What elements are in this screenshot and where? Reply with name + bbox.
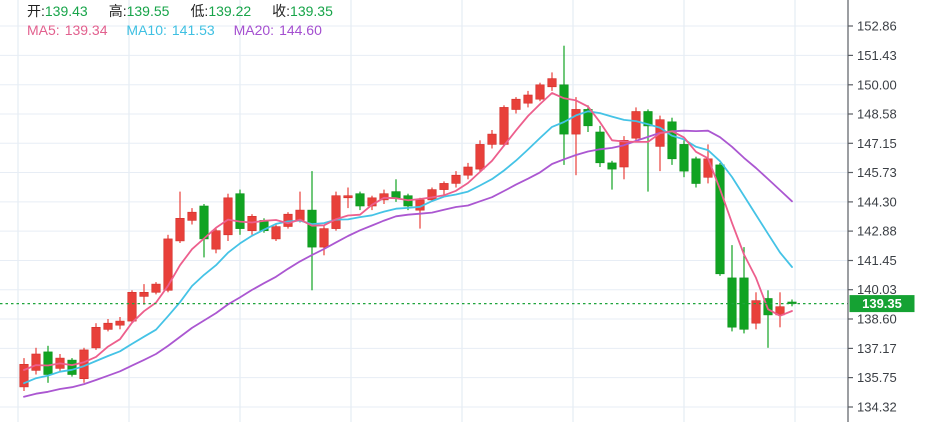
axis-label: 137.17 — [857, 341, 897, 356]
axis-label: 140.03 — [857, 282, 897, 297]
candle-body — [679, 144, 689, 172]
candle-body — [379, 193, 389, 201]
chart-legend: 开:139.43 高:139.55 低:139.22 收:139.35 MA5: 139… — [27, 2, 354, 40]
candle-body — [631, 111, 641, 139]
candle-body — [115, 320, 125, 326]
candle-body — [151, 283, 161, 293]
high-group: 高:139.55 — [109, 3, 170, 19]
candle-body — [247, 216, 257, 232]
ma20-value: 144.60 — [279, 22, 322, 38]
candle-body — [43, 351, 53, 375]
axis-label: 145.73 — [857, 165, 897, 180]
low-group: 低:139.22 — [190, 3, 251, 19]
candle-body — [91, 326, 101, 349]
candle-body — [31, 353, 41, 371]
ohlc-legend-row: 开:139.43 高:139.55 低:139.22 收:139.35 — [27, 2, 354, 21]
candle-body — [535, 84, 545, 100]
ma10-value: 141.53 — [171, 22, 215, 38]
current-price-badge-text: 139.35 — [862, 296, 902, 311]
candle-body — [727, 277, 737, 328]
candle-body — [391, 191, 401, 199]
candle-body — [343, 195, 353, 199]
high-label: 高: — [108, 3, 127, 19]
candle-body — [187, 211, 197, 221]
candle-body — [463, 166, 473, 176]
ma5-legend: MA5: 139.34 — [27, 22, 108, 38]
candle-body — [487, 133, 497, 145]
candle-body — [271, 226, 281, 240]
ma10-line — [23, 110, 793, 385]
candle-body — [103, 322, 113, 330]
candle-body — [223, 197, 233, 236]
candle-body — [163, 238, 173, 291]
low-label: 低: — [190, 3, 209, 19]
ma-lines-layer — [23, 92, 793, 398]
close-label: 收: — [272, 3, 291, 19]
candle-body — [331, 195, 341, 229]
high-value: 139.55 — [126, 3, 170, 19]
candle-body — [211, 230, 221, 250]
candle-body — [751, 300, 761, 324]
candle-body — [67, 359, 77, 375]
candle-body — [715, 164, 725, 275]
candle-body — [175, 218, 185, 242]
candle-body — [595, 131, 605, 164]
ma20-line — [23, 129, 793, 398]
close-value: 139.35 — [290, 3, 333, 19]
candle-body — [511, 98, 521, 110]
axis-label: 151.43 — [857, 48, 897, 63]
axis-label: 135.75 — [857, 370, 897, 385]
candle-body — [127, 291, 137, 322]
close-group: 收:139.35 — [272, 3, 333, 19]
open-group: 开:139.43 — [27, 3, 88, 19]
current-price-badge: 139.35 — [849, 295, 915, 313]
candle-body — [559, 84, 569, 135]
ma5-line — [23, 92, 793, 371]
axis-label: 148.58 — [857, 107, 897, 122]
candle-body — [547, 78, 557, 88]
candle-body — [475, 144, 485, 170]
candle-body — [451, 174, 461, 184]
candle-body — [199, 205, 209, 240]
ma5-value: 139.34 — [64, 22, 108, 38]
axis-label: 152.86 — [857, 19, 897, 34]
axis-label: 134.32 — [857, 400, 897, 415]
candle-body — [139, 291, 149, 297]
candle-body — [499, 107, 509, 145]
ma-legend-row: MA5: 139.34 MA10: 141.53 MA20: 144.60 — [27, 21, 354, 40]
candles-layer — [19, 45, 797, 391]
low-value: 139.22 — [208, 3, 252, 19]
axis-label: 150.00 — [857, 77, 897, 92]
ma5-label: MA5: — [27, 22, 60, 38]
candle-body — [355, 193, 365, 207]
axis-label: 147.15 — [857, 136, 897, 151]
axis-label: 141.45 — [857, 253, 897, 268]
candle-body — [619, 140, 629, 168]
candle-body — [319, 228, 329, 248]
open-value: 139.43 — [44, 3, 88, 19]
ma10-legend: MA10: 141.53 — [126, 22, 214, 38]
candle-body — [667, 121, 677, 160]
ma10-label: MA10: — [126, 22, 167, 38]
axis-label: 138.60 — [857, 312, 897, 327]
candle-body — [643, 111, 653, 127]
candle-body — [607, 162, 617, 170]
candle-body — [307, 209, 317, 248]
candle-body — [427, 189, 437, 201]
open-label: 开: — [27, 3, 45, 19]
candle-body — [235, 193, 245, 229]
axis-label: 144.30 — [857, 194, 897, 209]
candle-body — [523, 94, 533, 104]
candle-body — [583, 109, 593, 127]
axis-label: 142.88 — [857, 224, 897, 239]
candle-body — [691, 158, 701, 184]
ma20-legend: MA20: 144.60 — [234, 22, 322, 38]
candle-body — [439, 183, 449, 190]
candle-body — [19, 363, 29, 388]
candle-body — [571, 109, 581, 135]
ma20-label: MA20: — [233, 22, 275, 38]
price-axis: 152.86 151.43 150.00 148.58 147.15 145.73 144.… — [847, 0, 897, 422]
